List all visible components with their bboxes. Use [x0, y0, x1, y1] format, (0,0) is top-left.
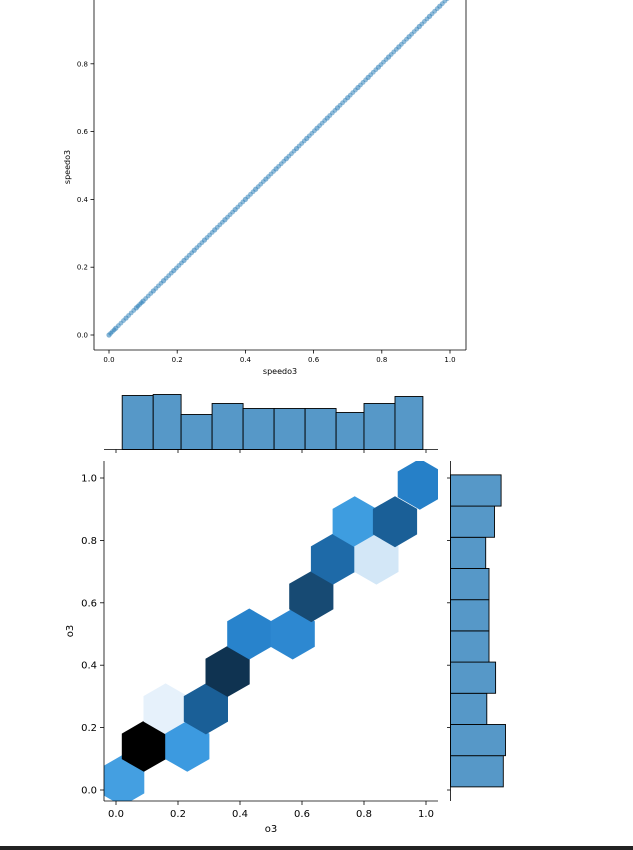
scatter-plot-panel: 0.0 0.2 0.4 0.6 0.8 1.0 0.0 0.2 0.4 0.6 0.8 speed…	[63, 0, 467, 376]
hexbin-cell	[165, 720, 210, 772]
hexbin-y-tick-label: 0.0	[81, 786, 97, 797]
marginal-y-bar	[450, 474, 502, 507]
scatter-y-ticks: 0.0 0.2 0.4 0.6 0.8	[77, 60, 94, 340]
hexbin-x-ticks: 0.0 0.2 0.4 0.6 0.8 1.0	[108, 801, 434, 820]
scatter-x-axis-label: speedo3	[263, 367, 297, 376]
hexbin-cell	[270, 608, 315, 660]
marginal-x-bar	[304, 408, 337, 450]
scatter-x-tick-label: 0.6	[308, 356, 320, 364]
hexbin-y-axis-label: o3	[65, 625, 76, 637]
hexbin-x-tick-label: 0.0	[108, 809, 124, 820]
hexbin-x-axis-label: o3	[265, 824, 277, 835]
hexbin-x-tick-label: 0.8	[356, 809, 372, 820]
marginal-y-bar	[450, 505, 495, 538]
marginal-x-bar	[180, 414, 213, 450]
marginal-y-bar	[450, 568, 490, 601]
hexbin-cells	[104, 461, 438, 801]
scatter-y-tick-label: 0.4	[77, 196, 89, 204]
marginal-x-bar	[121, 395, 154, 450]
marginal-y-ticks	[447, 477, 451, 791]
scatter-y-axis-label: speedo3	[63, 150, 72, 184]
hexbin-cell	[205, 645, 250, 697]
hexbin-cell	[310, 533, 356, 585]
marginal-y-bar	[450, 755, 504, 788]
scatter-axes	[93, 0, 467, 351]
hexbin-x-tick-label: 0.6	[294, 809, 310, 820]
marginal-x-histogram	[121, 394, 424, 450]
scatter-x-tick-label: 0.2	[172, 356, 183, 364]
hexbin-x-tick-label: 1.0	[418, 809, 434, 820]
scatter-x-tick-label: 0.8	[376, 356, 387, 364]
marginal-x-bar	[394, 396, 424, 450]
hexbin-y-tick-label: 0.8	[81, 536, 97, 547]
hexbin-cell	[227, 608, 272, 660]
hexbin-y-tick-label: 0.6	[81, 598, 97, 609]
scatter-y-tick-label: 0.0	[77, 332, 88, 340]
scatter-x-tick-label: 1.0	[444, 356, 455, 364]
scatter-y-tick-label: 0.6	[77, 128, 89, 136]
hexbin-cell	[397, 461, 438, 510]
scatter-x-ticks: 0.0 0.2 0.4 0.6 0.8 1.0	[103, 350, 456, 364]
hexbin-cell	[372, 496, 418, 548]
scatter-point	[445, 0, 450, 1]
marginal-x-bar	[273, 408, 306, 450]
marginal-y-bar	[450, 630, 490, 663]
hexbin-jointplot-panel: 0.0 0.2 0.4 0.6 0.8 1.0 0.0 0.2 0.4 0.6 0.8 1.0 o3…	[65, 394, 506, 835]
hexbin-cell	[104, 755, 145, 801]
hexbin-cell	[354, 533, 399, 585]
hexbin-x-tick-label: 0.2	[170, 809, 186, 820]
hexbin-cell-group	[104, 461, 438, 801]
marginal-y-bar	[450, 599, 490, 632]
scatter-points	[106, 0, 450, 338]
marginal-y-bar	[450, 724, 506, 757]
marginal-x-bar	[211, 403, 244, 450]
hexbin-cell	[289, 571, 334, 623]
hexbin-y-tick-label: 0.4	[81, 661, 97, 672]
hexbin-cell	[121, 720, 166, 772]
hexbin-cell	[183, 683, 228, 735]
hexbin-y-tick-label: 0.2	[81, 723, 97, 734]
scatter-x-tick-label: 0.0	[103, 356, 114, 364]
window-bottom-edge	[0, 846, 633, 850]
scatter-y-tick-label: 0.2	[77, 264, 88, 272]
marginal-x-bar	[152, 394, 182, 450]
marginal-y-bar	[450, 536, 487, 569]
hexbin-y-tick-label: 1.0	[81, 474, 97, 485]
marginal-x-bar	[242, 408, 275, 450]
hexbin-cell	[143, 683, 188, 735]
scatter-y-tick-label: 0.8	[77, 60, 88, 68]
marginal-x-bar	[335, 412, 365, 450]
marginal-y-histogram	[450, 474, 506, 788]
scatter-point	[442, 0, 448, 4]
marginal-x-ticks	[115, 449, 427, 453]
hexbin-cell	[332, 496, 377, 548]
hexbin-x-tick-label: 0.4	[232, 809, 248, 820]
hexbin-y-ticks: 0.0 0.2 0.4 0.6 0.8 1.0	[81, 474, 104, 797]
marginal-y-bar	[450, 661, 497, 694]
marginal-x-bar	[363, 403, 396, 450]
scatter-x-tick-label: 0.4	[240, 356, 252, 364]
marginal-y-bar	[450, 692, 488, 725]
hexbin-axes	[103, 461, 438, 802]
